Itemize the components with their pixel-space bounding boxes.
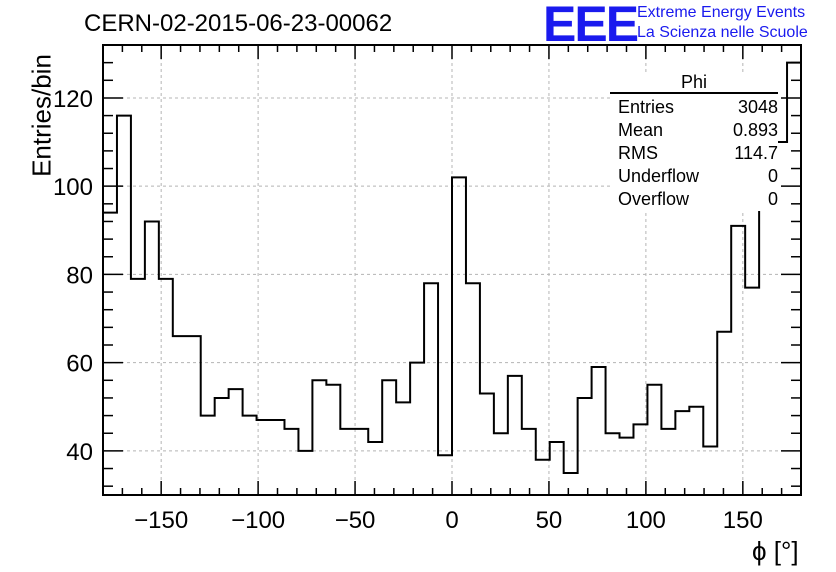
logo-caption: Extreme Energy Events La Scienza nelle S… [637, 3, 808, 43]
x-tick-label: −100 [231, 507, 285, 534]
y-tick-label: 120 [53, 86, 93, 113]
stats-value: 3048 [737, 97, 778, 117]
stats-row-entries: Entries 3048 [610, 96, 778, 119]
stats-box: Phi Entries 3048 Mean 0.893 RMS 114.7 Un… [610, 72, 778, 211]
plot-frame [102, 44, 802, 496]
x-tick-label: 50 [536, 507, 563, 534]
logo-caption-line1: Extreme Energy Events [637, 4, 806, 21]
histogram-series [103, 61, 801, 474]
y-tick-label: 100 [53, 174, 93, 201]
stats-label: Entries [618, 97, 675, 117]
stats-label: RMS [618, 143, 658, 163]
stats-row-underflow: Underflow 0 [610, 165, 778, 188]
x-tick-label: −150 [134, 507, 188, 534]
stats-label: Overflow [618, 189, 690, 209]
stats-label: Underflow [618, 166, 700, 186]
stats-row-rms: RMS 114.7 [610, 142, 778, 165]
stats-value: 114.7 [734, 143, 778, 163]
x-axis-ticks: −150 −100 −50 0 50 100 150 [121, 45, 783, 534]
stats-row-mean: Mean 0.893 [610, 119, 778, 142]
stats-value: 0.893 [732, 120, 778, 140]
y-axis-label: Entries/bin [26, 54, 57, 177]
x-tick-label: 150 [723, 507, 763, 534]
x-axis-label: ϕ [°] [752, 536, 799, 566]
x-tick-label: 0 [445, 507, 458, 534]
stats-row-overflow: Overflow 0 [610, 188, 778, 211]
stats-title: Phi [610, 72, 778, 94]
y-tick-label: 40 [66, 439, 93, 466]
y-tick-label: 80 [66, 262, 93, 289]
plot-title: CERN-02-2015-06-23-00062 [84, 10, 393, 37]
x-tick-label: −50 [335, 507, 376, 534]
stats-label: Mean [618, 120, 664, 140]
y-tick-label: 60 [66, 351, 93, 378]
stats-value: 0 [767, 189, 778, 209]
x-tick-label: 100 [626, 507, 666, 534]
eee-logo: EEE [543, 0, 639, 52]
logo-caption-line2: La Scienza nelle Scuole [637, 24, 808, 41]
stats-value: 0 [767, 166, 778, 186]
